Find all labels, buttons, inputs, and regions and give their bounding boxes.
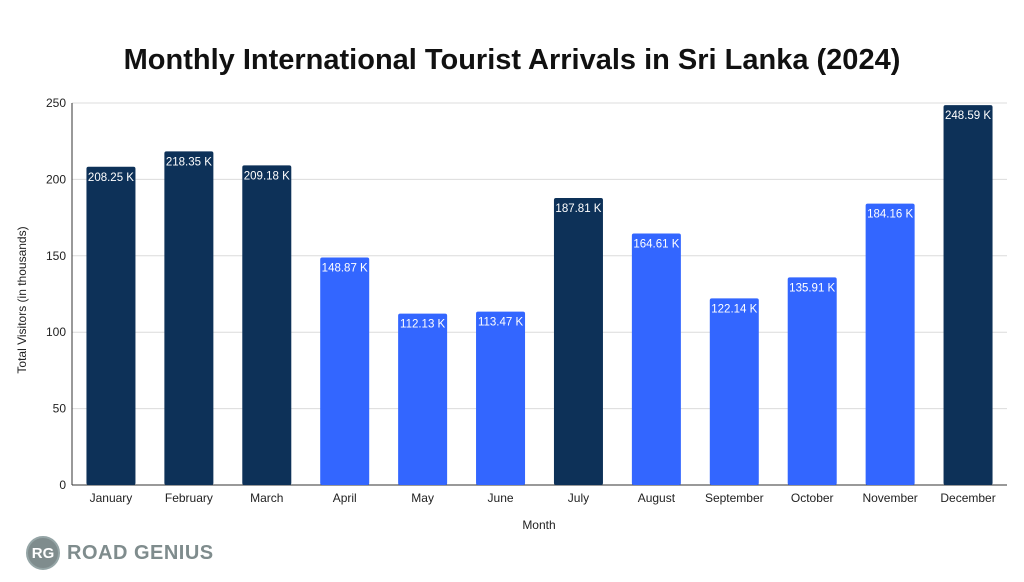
- bar: [787, 277, 837, 485]
- x-tick-label: December: [940, 491, 995, 505]
- axes: [71, 103, 1007, 486]
- data-label: 184.16 K: [867, 209, 913, 221]
- x-axis-label: Month: [522, 518, 555, 532]
- bar: [476, 311, 526, 485]
- bar: [86, 166, 136, 485]
- y-tick-label: 50: [53, 402, 67, 416]
- bar: [631, 233, 681, 485]
- x-tick-label: July: [568, 491, 589, 505]
- x-tick-label: September: [705, 491, 764, 505]
- x-tick-label: August: [638, 491, 676, 505]
- data-label: 208.25 K: [88, 172, 134, 184]
- bar: [709, 298, 759, 485]
- data-label: 112.13 K: [400, 319, 446, 331]
- bar: [320, 257, 370, 485]
- y-tick-label: 100: [46, 325, 66, 339]
- data-label: 113.47 K: [478, 317, 524, 329]
- y-tick-label: 0: [59, 478, 66, 492]
- x-tick-label: February: [165, 491, 213, 505]
- data-label: 187.81 K: [555, 203, 601, 215]
- labels: 0 50 100 150 200 250 208.25 K January 218.35 K Fe…: [46, 96, 996, 505]
- logo-badge-icon: RG: [26, 536, 60, 570]
- data-label: 164.61 K: [633, 238, 679, 250]
- gridlines: [72, 102, 1007, 410]
- x-tick-label: March: [250, 491, 283, 505]
- data-label: 135.91 K: [789, 282, 835, 294]
- data-label: 218.35 K: [166, 156, 212, 168]
- chart-title: Monthly International Tourist Arrivals i…: [123, 44, 901, 76]
- bar: [164, 151, 214, 485]
- bar: [943, 105, 993, 485]
- y-tick-label: 200: [46, 172, 66, 186]
- y-axis-label: Total Visitors (in thousands): [15, 226, 29, 373]
- bar: [865, 203, 915, 485]
- bar: [398, 313, 448, 485]
- logo-text: ROAD GENIUS: [67, 541, 214, 564]
- y-tick-label: 250: [46, 96, 66, 110]
- road-genius-logo: RG ROAD GENIUS: [26, 536, 214, 570]
- bar: [242, 165, 292, 485]
- x-tick-label: January: [90, 491, 133, 505]
- x-tick-label: May: [411, 491, 434, 505]
- data-label: 248.59 K: [945, 110, 991, 122]
- y-tick-label: 150: [46, 249, 66, 263]
- x-tick-label: April: [333, 491, 357, 505]
- bars: [86, 105, 993, 486]
- bar: [553, 198, 603, 486]
- data-label: 148.87 K: [322, 263, 368, 275]
- x-tick-label: June: [488, 491, 514, 505]
- x-tick-label: November: [862, 491, 917, 505]
- data-label: 122.14 K: [711, 303, 757, 315]
- data-label: 209.18 K: [244, 170, 290, 182]
- x-tick-label: October: [791, 491, 834, 505]
